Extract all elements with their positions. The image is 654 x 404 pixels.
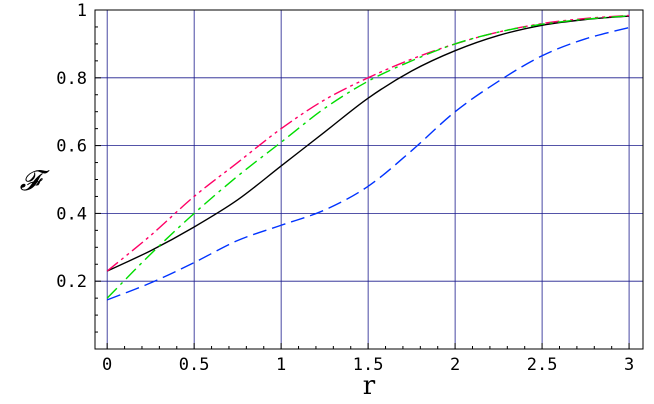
x-tick-label: 0 xyxy=(102,355,112,375)
series-line-1 xyxy=(106,15,630,272)
grid xyxy=(95,9,643,349)
x-tick-label: 0.5 xyxy=(179,355,210,375)
x-tick-label: 2.5 xyxy=(527,355,558,375)
x-axis-label: r xyxy=(363,371,376,401)
y-tick-label: 0.4 xyxy=(56,204,87,224)
y-tick-label: 0.8 xyxy=(56,69,87,89)
y-tick-label: 0.2 xyxy=(56,272,87,292)
x-tick-label: 2 xyxy=(450,355,460,375)
plot-frame xyxy=(94,9,644,350)
x-tick-label: 3 xyxy=(624,355,634,375)
series-line-4 xyxy=(106,26,630,301)
y-axis-label: 𝓕 xyxy=(20,164,50,197)
series-group xyxy=(106,14,630,301)
series-line-2 xyxy=(106,14,630,272)
ticks xyxy=(95,9,630,349)
x-tick-label: 1.5 xyxy=(353,355,384,375)
tick-labels: 0 0.5 1 1.5 2 2.5 3 0.2 0.4 0.6 0.8 1 xyxy=(56,1,634,375)
series-line-3 xyxy=(106,15,630,299)
y-tick-label: 1 xyxy=(77,1,87,21)
x-tick-label: 1 xyxy=(276,355,286,375)
y-tick-label: 0.6 xyxy=(56,137,87,157)
